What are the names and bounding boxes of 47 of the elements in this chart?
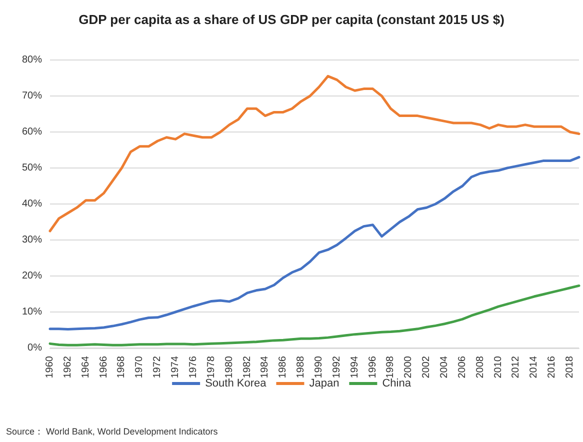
x-tick-label: 2010 [492,356,504,378]
x-tick-label: 1974 [170,356,182,378]
x-tick-label: 1982 [242,356,253,378]
y-tick-label: 0% [28,342,42,354]
source-note: Source： World Bank, World Development Indicators [6,426,218,436]
y-tick-label: 10% [22,306,42,318]
x-tick-label: 1960 [44,356,56,378]
y-tick-label: 20% [22,270,42,282]
x-tick-label: 2012 [510,356,522,378]
x-tick-label: 1976 [188,356,199,378]
x-tick-label: 1964 [80,356,92,378]
x-tick-label: 2014 [528,356,540,378]
x-tick-label: 1996 [367,356,378,378]
y-tick-label: 80% [22,54,42,66]
x-tick-label: 1972 [152,356,164,378]
legend-label: South Korea [205,378,268,390]
x-tick-label: 1970 [134,356,146,378]
x-tick-label: 2018 [564,356,576,378]
x-tick-label: 1988 [296,356,307,378]
x-tick-label: 1992 [331,356,342,378]
line-series [48,74,580,232]
x-tick-label: 2000 [403,356,414,378]
line-series [48,156,580,331]
x-tick-label: 1962 [62,356,74,378]
x-tick-label: 1980 [224,356,235,378]
x-tick-label: 2004 [439,356,450,378]
chart-title: GDP per capita as a share of US GDP per capita (constant 2015 US $) [78,12,504,27]
legend-label: Japan [309,378,340,390]
x-tick-label: 2008 [474,356,486,378]
y-tick-label: 60% [22,126,42,138]
x-tick-label: 1990 [313,356,324,378]
x-tick-label: 1986 [278,356,289,378]
x-tick-label: 1994 [349,356,360,378]
y-tick-label: 30% [22,234,42,246]
x-tick-label: 2002 [421,356,432,378]
line-series [48,284,580,346]
x-tick-label: 1966 [98,356,110,378]
y-tick-label: 50% [22,162,42,174]
x-tick-label: 1978 [206,356,217,378]
x-tick-label: 1968 [116,356,128,378]
x-tick-label: 1984 [260,356,271,378]
y-tick-label: 40% [22,198,42,210]
y-tick-label: 70% [22,90,42,102]
x-tick-label: 2006 [456,356,468,378]
legend-label: China [382,378,412,390]
x-tick-label: 2016 [546,356,558,378]
x-tick-label: 1998 [385,356,396,378]
